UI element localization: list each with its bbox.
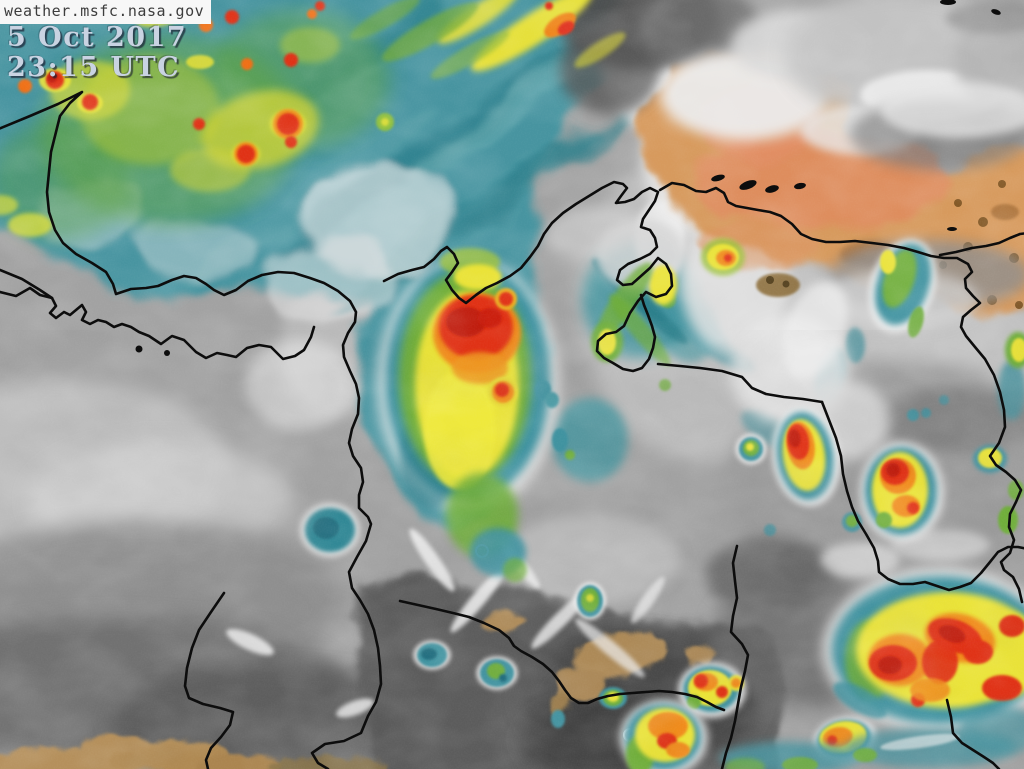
border-bottom-left bbox=[183, 591, 235, 769]
timestamp-date: 5 Oct 2017 bbox=[7, 22, 188, 53]
border-bottom-right-corner bbox=[945, 698, 1001, 769]
coast-colombia-venezuela-maracaibo bbox=[382, 180, 674, 373]
coastline-paths bbox=[0, 90, 1024, 769]
coast-central-america-panama bbox=[0, 90, 383, 769]
border-bottom-wavy bbox=[398, 599, 726, 712]
border-bottom-vertical bbox=[720, 544, 750, 769]
island-marks bbox=[135, 0, 1001, 356]
border-costa-rica bbox=[0, 268, 54, 300]
border-center bbox=[656, 362, 824, 404]
coast-venezuela-north bbox=[658, 181, 1024, 604]
border-right-diagonal bbox=[820, 400, 1024, 592]
coast-panama-pacific bbox=[0, 286, 316, 361]
timestamp-time: 23:15 UTC bbox=[7, 52, 181, 83]
coast-venezuela-east bbox=[938, 232, 1024, 257]
source-watermark: weather.msfc.nasa.gov bbox=[0, 0, 212, 24]
